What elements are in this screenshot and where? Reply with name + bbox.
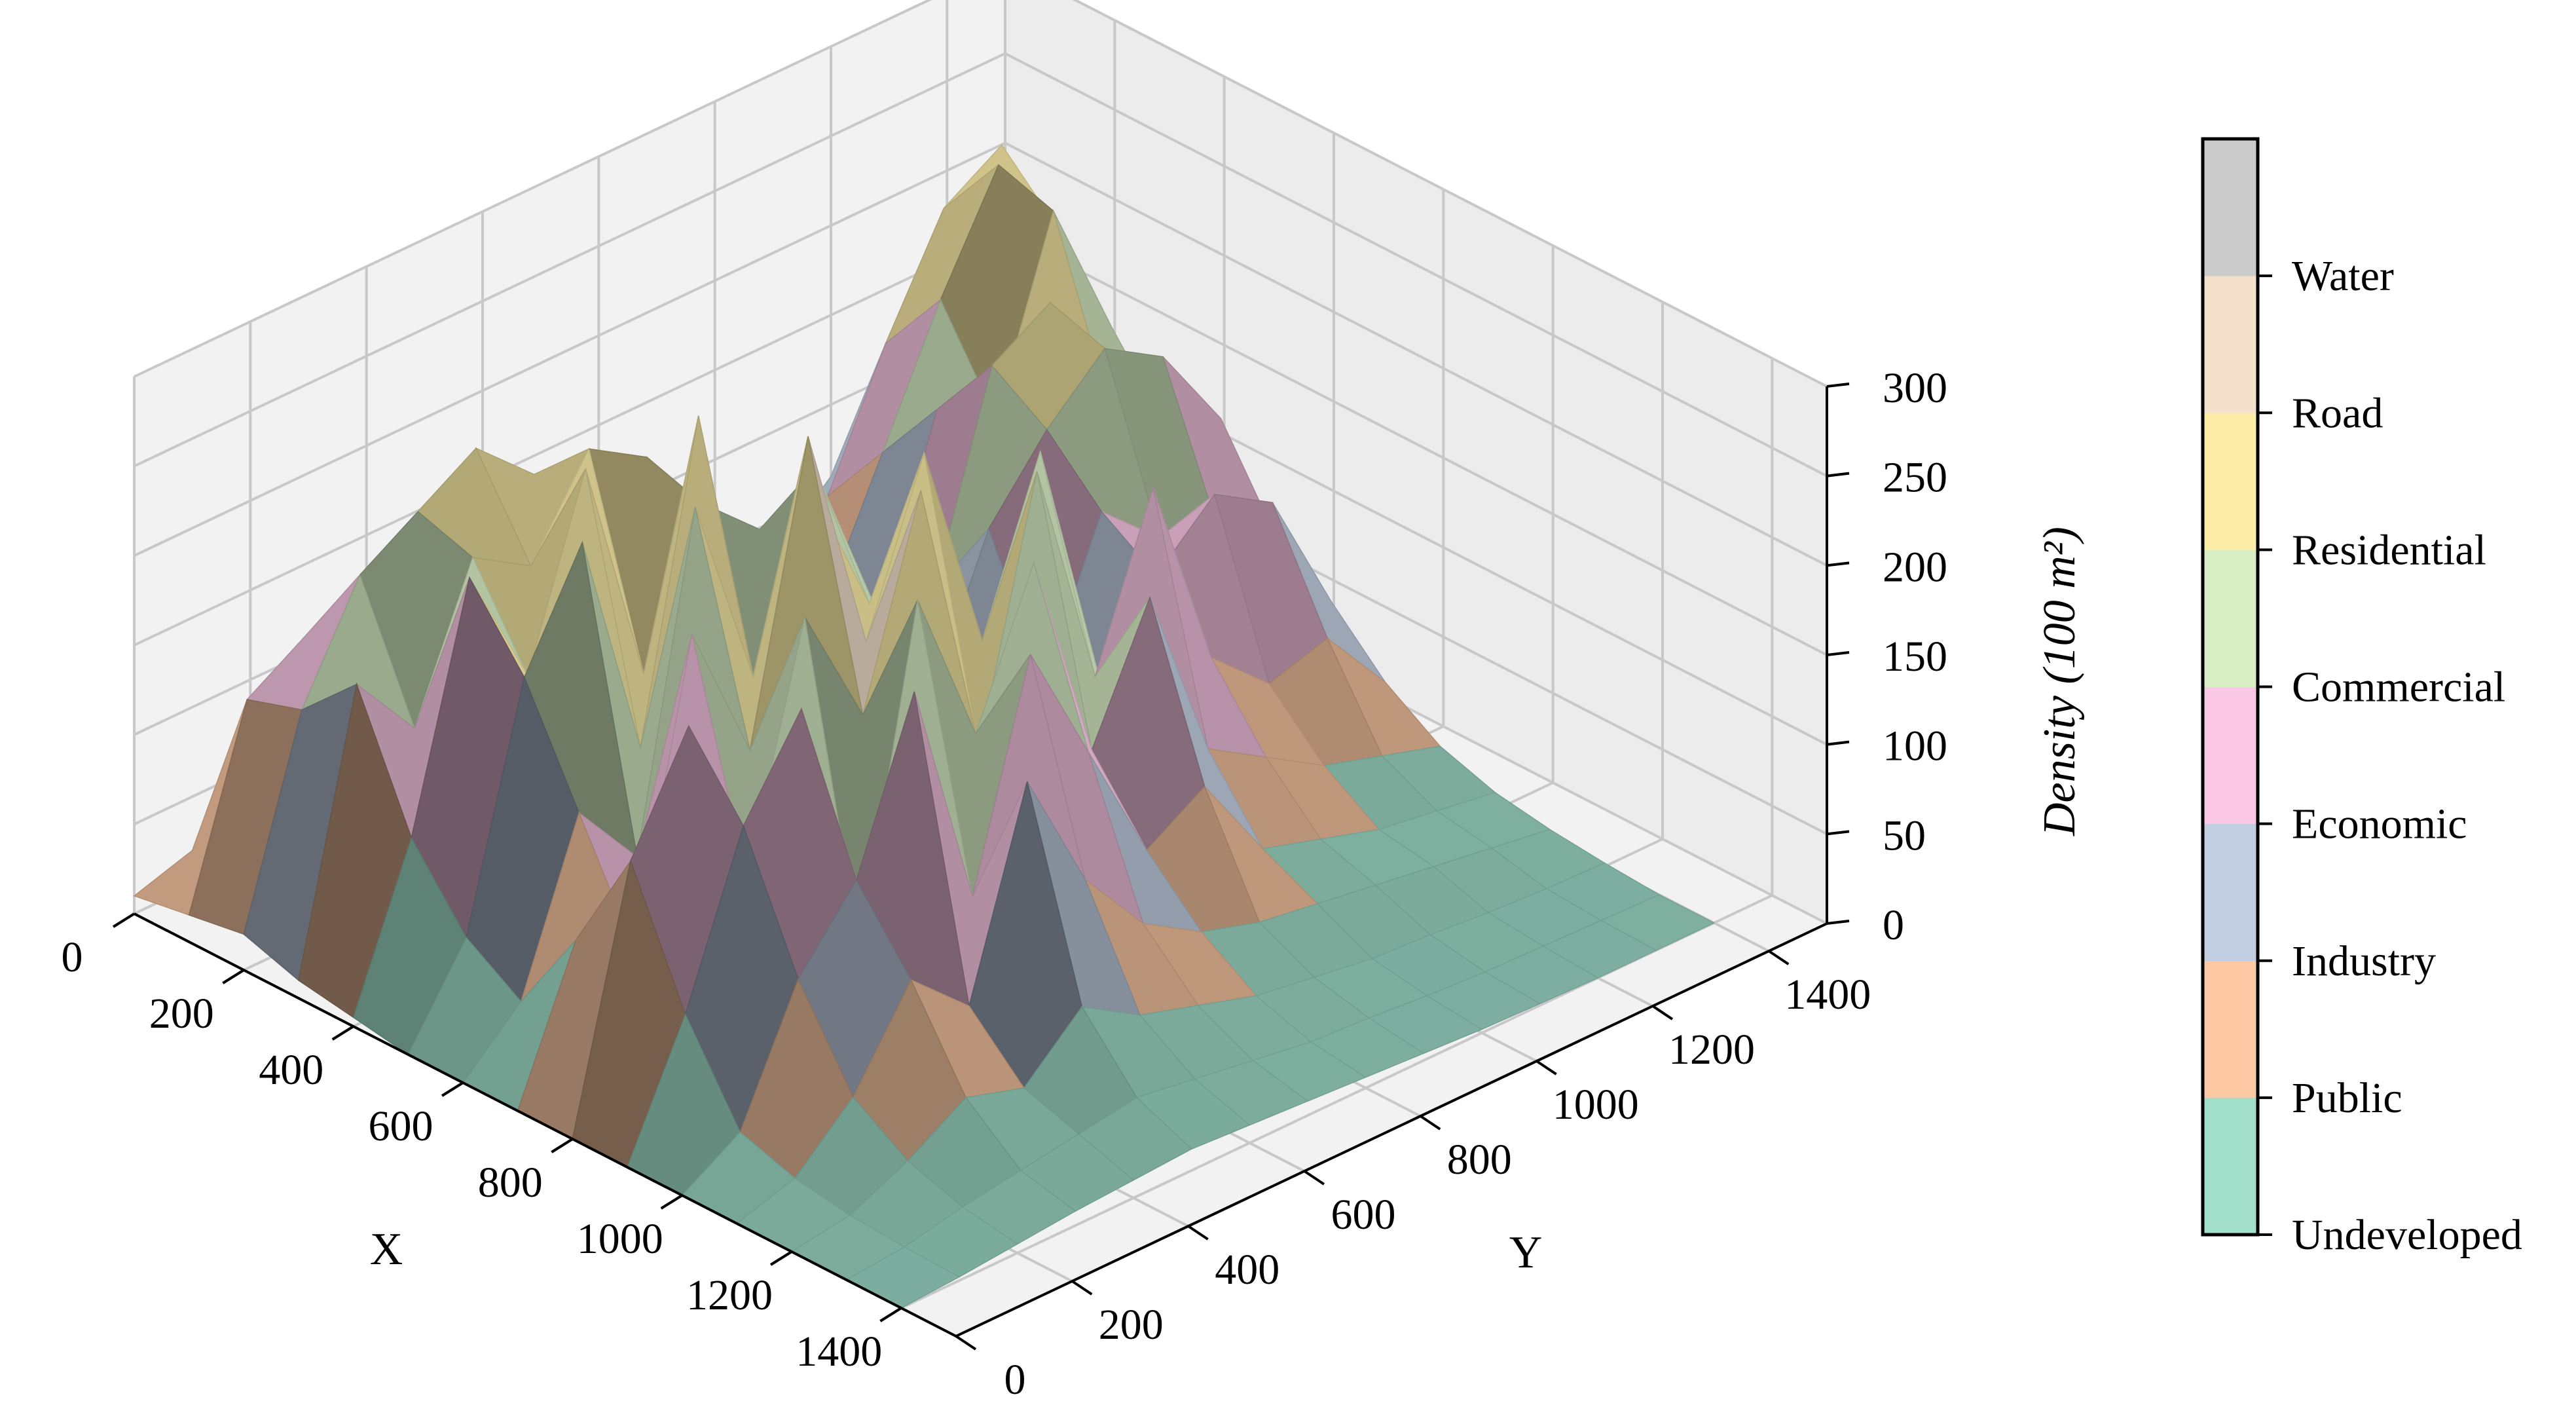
x-tick (331, 1025, 354, 1041)
y-tick-label: 600 (1331, 1191, 1396, 1239)
z-tick-label: 100 (1883, 722, 1947, 770)
z-tick (1826, 472, 1850, 477)
x-tick (551, 1138, 574, 1153)
grid-line (134, 231, 1006, 646)
z-tick-label: 50 (1883, 812, 1926, 859)
y-tick-label: 1200 (1668, 1026, 1755, 1074)
x-tick-label: 200 (149, 990, 214, 1038)
axes-layer: X Y Density (100 m²) 0200400600800100012… (62, 364, 2086, 1404)
y-axis-line (955, 922, 1828, 1338)
z-tick (1826, 651, 1850, 656)
y-tick (1536, 1060, 1557, 1076)
grid-line (1072, 0, 1828, 388)
z-tick-label: 250 (1883, 454, 1947, 502)
x-tick (112, 912, 136, 928)
x-tick-label: 400 (259, 1046, 323, 1094)
colorbar-label: Public (2292, 1074, 2402, 1122)
y-tick-label: 0 (1004, 1356, 1026, 1404)
colorbar-segment (2203, 1097, 2258, 1235)
colorbar-segment (2203, 139, 2258, 276)
x-tick-label: 1200 (686, 1271, 773, 1319)
colorbar-segment (2203, 823, 2258, 962)
y-tick-label: 400 (1215, 1246, 1279, 1294)
x-tick (222, 969, 245, 984)
colorbar-label: Industry (2292, 937, 2436, 985)
colorbar-segment (2203, 276, 2258, 413)
surface-layer (133, 143, 1716, 1309)
y-tick (1420, 1115, 1441, 1131)
y-tick (1303, 1170, 1325, 1186)
y-tick-label: 800 (1447, 1136, 1512, 1184)
colorbar-label: Economic (2292, 800, 2467, 848)
z-tick-label: 300 (1883, 364, 1947, 412)
colorbar-label: Residential (2292, 526, 2486, 574)
colorbar-segment (2203, 413, 2258, 550)
x-tick-label: 1400 (796, 1328, 882, 1375)
y-tick-label: 1400 (1784, 971, 1871, 1019)
colorbar-label: Commercial (2292, 664, 2505, 711)
y-tick-label: 200 (1099, 1301, 1164, 1349)
x-tick-label: 0 (62, 933, 83, 981)
colorbar: Undeveloped Public Industry Economic Commerc… (2201, 137, 2522, 1259)
colorbar-segment (2203, 686, 2258, 825)
y-tick (1187, 1225, 1209, 1241)
colorbar-label: Road (2292, 389, 2383, 437)
grid-line (1004, 231, 1828, 656)
x-tick (441, 1081, 464, 1097)
x-tick-label: 1000 (577, 1215, 663, 1263)
z-tick (1826, 383, 1850, 388)
grid-line (134, 52, 1006, 468)
x-tick (769, 1250, 793, 1266)
y-tick (955, 1335, 977, 1351)
x-axis-line (134, 912, 957, 1338)
colorbar-segment (2203, 960, 2258, 1098)
y-tick (1768, 950, 1790, 965)
z-axis-label: Density (100 m²) (2034, 527, 2085, 836)
x-axis-label: X (370, 1224, 403, 1275)
grid-line (1004, 141, 1828, 567)
z-tick (1826, 830, 1850, 836)
y-axis-label: Y (1509, 1227, 1543, 1278)
z-tick (1826, 740, 1850, 746)
y-tick (1071, 1280, 1093, 1296)
x-tick (660, 1194, 683, 1210)
colorbar-segment (2203, 550, 2258, 687)
grid-line (1004, 52, 1828, 477)
z-tick-label: 200 (1883, 543, 1947, 591)
z-tick (1826, 561, 1850, 567)
grid-line (134, 141, 1006, 557)
colorbar-label: Water (2292, 252, 2394, 300)
grid-line (134, 0, 932, 378)
x-tick-label: 600 (369, 1102, 433, 1150)
x-tick-label: 800 (478, 1159, 543, 1207)
x-tick (879, 1307, 902, 1322)
colorbar-label: Undeveloped (2292, 1211, 2522, 1259)
z-tick-label: 150 (1883, 633, 1947, 681)
y-tick-label: 1000 (1553, 1081, 1639, 1129)
z-tick (1826, 920, 1850, 925)
y-tick (1651, 1005, 1674, 1020)
z-tick-label: 0 (1883, 901, 1904, 949)
